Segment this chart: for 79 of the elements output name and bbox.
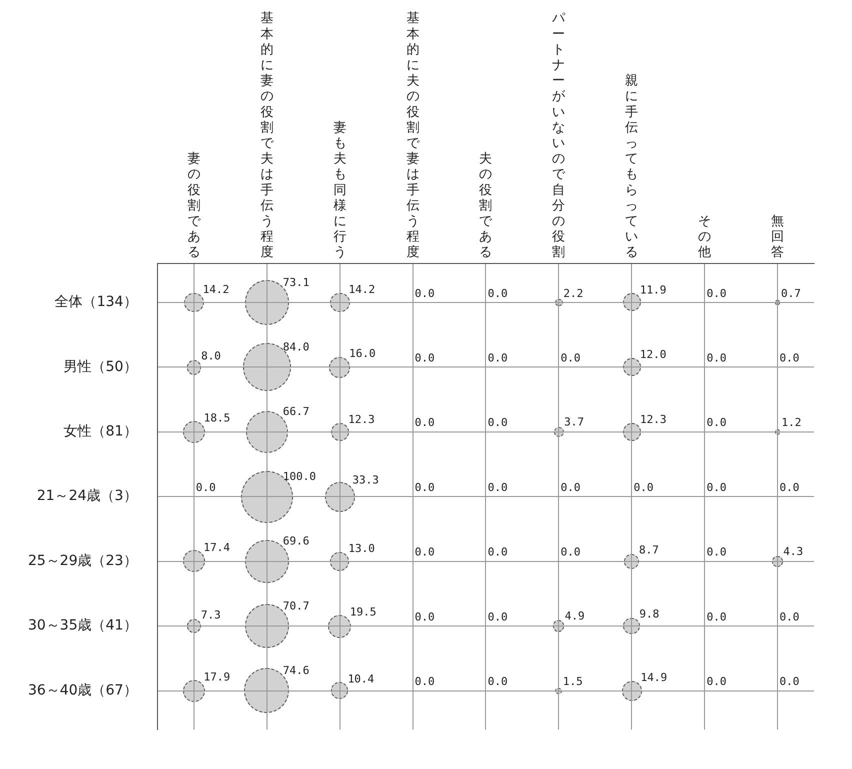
data-label: 2.2: [563, 286, 584, 300]
data-label: 0.0: [414, 675, 435, 688]
data-label: 0.0: [488, 352, 508, 365]
data-label: 0.0: [488, 546, 508, 559]
category-label: 基本的に妻の役割で夫は手伝う程度: [260, 11, 274, 260]
data-label: 0.0: [634, 480, 654, 494]
data-label: 16.0: [349, 347, 376, 360]
data-label: 11.9: [640, 284, 666, 297]
y-tick-label: 21～24歳（3）: [36, 488, 138, 504]
data-label: 1.2: [782, 416, 802, 430]
category-label: パートナーがいないので自分の役割: [552, 11, 566, 260]
y-tick-label: 36～40歳（67）: [28, 682, 138, 698]
data-label: 0.0: [706, 610, 726, 624]
data-label: 13.0: [348, 542, 375, 556]
data-label: 14.2: [348, 282, 376, 296]
category-label: 親に手伝ってもらっている: [625, 74, 638, 260]
data-label: 14.2: [202, 282, 230, 296]
data-label: 0.0: [488, 480, 508, 494]
data-label: 12.3: [640, 412, 667, 426]
y-tick-label: 全体（134）: [54, 294, 138, 310]
data-label: 9.8: [639, 608, 660, 621]
data-label: 0.0: [488, 416, 508, 430]
y-tick-label: 30～35歳（41）: [28, 618, 138, 634]
data-label: 3.7: [564, 416, 584, 429]
data-label: 0.0: [780, 480, 800, 494]
data-label: 0.0: [488, 610, 508, 624]
category-label: 妻も夫も同様に行う: [333, 120, 346, 260]
data-label: 0.0: [706, 286, 726, 300]
data-label: 0.0: [706, 416, 726, 430]
data-label: 66.7: [282, 405, 310, 418]
data-label: 0.0: [414, 610, 435, 624]
data-label: 0.0: [414, 546, 435, 559]
data-label: 8.0: [201, 349, 221, 362]
data-label: 7.3: [200, 608, 221, 622]
data-label: 0.0: [414, 352, 435, 365]
y-tick-label: 女性（81）: [64, 424, 138, 440]
data-label: 0.0: [414, 416, 435, 430]
data-label: 73.1: [282, 276, 310, 289]
data-label: 0.0: [706, 480, 726, 494]
x-tick-label: 無回答: [771, 214, 784, 260]
data-label: 0.0: [706, 675, 726, 688]
data-label: 0.0: [706, 546, 726, 559]
data-label: 8.7: [638, 543, 659, 556]
data-label: 0.0: [560, 352, 581, 365]
data-label: 17.4: [204, 541, 230, 554]
data-label: 0.0: [488, 675, 508, 688]
data-label: 12.3: [348, 412, 375, 426]
data-label: 0.0: [196, 480, 216, 494]
data-label: 33.3: [352, 473, 379, 486]
data-label: 0.0: [414, 480, 435, 494]
data-label: 1.5: [562, 675, 583, 688]
data-label: 4.3: [783, 544, 804, 558]
data-label: 69.6: [282, 534, 310, 548]
data-label: 0.0: [780, 610, 800, 624]
data-label: 14.9: [640, 671, 668, 684]
data-label: 70.7: [282, 599, 310, 612]
data-label: 19.5: [350, 605, 376, 618]
data-label: 74.6: [282, 664, 310, 678]
data-label: 18.5: [204, 411, 230, 424]
x-tick-label: 夫の役割である: [479, 152, 494, 260]
data-label: 12.0: [640, 348, 666, 362]
data-label: 0.0: [414, 286, 435, 300]
data-label: 0.0: [780, 675, 800, 688]
data-label: 0.0: [560, 480, 581, 494]
data-label: 17.9: [204, 670, 230, 684]
data-label: 100.0: [282, 470, 316, 483]
y-tick-label: 男性（50）: [64, 358, 138, 375]
x-tick-label: 妻の役割である: [187, 152, 202, 260]
data-label: 0.0: [560, 546, 581, 559]
data-label: 0.7: [781, 286, 801, 300]
data-label: 0.0: [780, 352, 800, 365]
data-label: 10.4: [348, 672, 375, 686]
category-label: 基本的に夫の役割で妻は手伝う程度: [406, 11, 420, 260]
data-label: 0.0: [488, 286, 508, 300]
data-label: 0.0: [706, 352, 726, 365]
data-label: 4.9: [564, 609, 585, 622]
x-tick-label: その他: [698, 214, 712, 260]
y-tick-label: 25～29歳（23）: [28, 552, 138, 569]
data-label: 84.0: [282, 340, 310, 354]
